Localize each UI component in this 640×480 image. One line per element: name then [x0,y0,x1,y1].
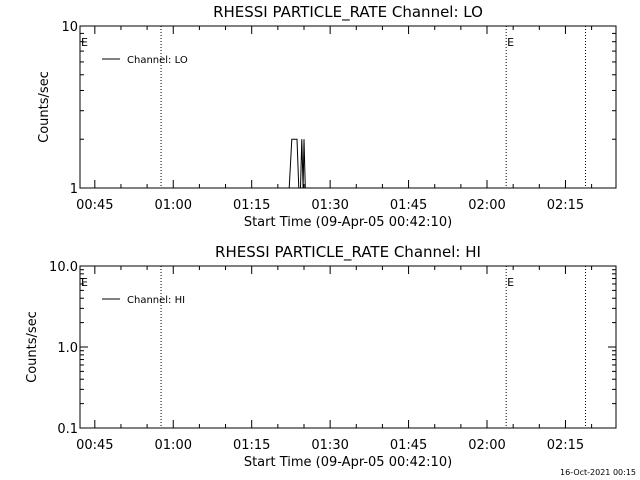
y-tick-label: 0.1 [57,422,78,437]
series-channel-lo [286,138,307,189]
event-marker-label: E [507,276,514,289]
legend-entry: Channel: LO [127,55,188,66]
plot-frame [79,265,617,429]
y-axis-label: Counts/sec [37,71,52,143]
y-tick-label: 10.0 [49,260,78,275]
x-axis-label: Start Time (09-Apr-05 00:42:10) [244,455,452,470]
x-tick-label: 02:15 [547,438,584,453]
x-tick-label: 02:00 [468,198,505,213]
legend-entry: Channel: HI [127,295,185,306]
x-tick-label: 01:45 [390,438,427,453]
chart-title: RHESSI PARTICLE_RATE Channel: HI [215,243,481,262]
x-axis-label: Start Time (09-Apr-05 00:42:10) [244,215,452,230]
x-tick-label: 02:00 [468,438,505,453]
x-tick-label: 01:30 [311,438,348,453]
x-tick-label: 01:45 [390,198,427,213]
plot-timestamp: 16-Oct-2021 00:15 [560,468,636,477]
event-marker-label: E [81,276,88,289]
chart-title: RHESSI PARTICLE_RATE Channel: LO [213,3,483,22]
y-axis-label: Counts/sec [25,311,40,383]
event-marker-label: E [507,36,514,49]
x-tick-label: 01:15 [233,438,270,453]
x-tick-label: 01:15 [233,198,270,213]
panel-lo: RHESSI PARTICLE_RATE Channel: LO 00:45 01:… [37,3,617,230]
x-tick-label: 00:45 [76,198,113,213]
panel-hi: RHESSI PARTICLE_RATE Channel: HI 00:45 01:… [25,243,617,470]
y-tick-label: 1 [70,182,78,197]
y-tick-label: 10 [61,20,78,35]
x-tick-label: 01:30 [311,198,348,213]
x-tick-label: 02:15 [547,198,584,213]
x-tick-label: 00:45 [76,438,113,453]
y-tick-label: 1.0 [57,341,78,356]
x-tick-label: 01:00 [155,438,192,453]
event-marker-label: E [81,36,88,49]
plot-frame [79,25,617,189]
x-tick-label: 01:00 [155,198,192,213]
